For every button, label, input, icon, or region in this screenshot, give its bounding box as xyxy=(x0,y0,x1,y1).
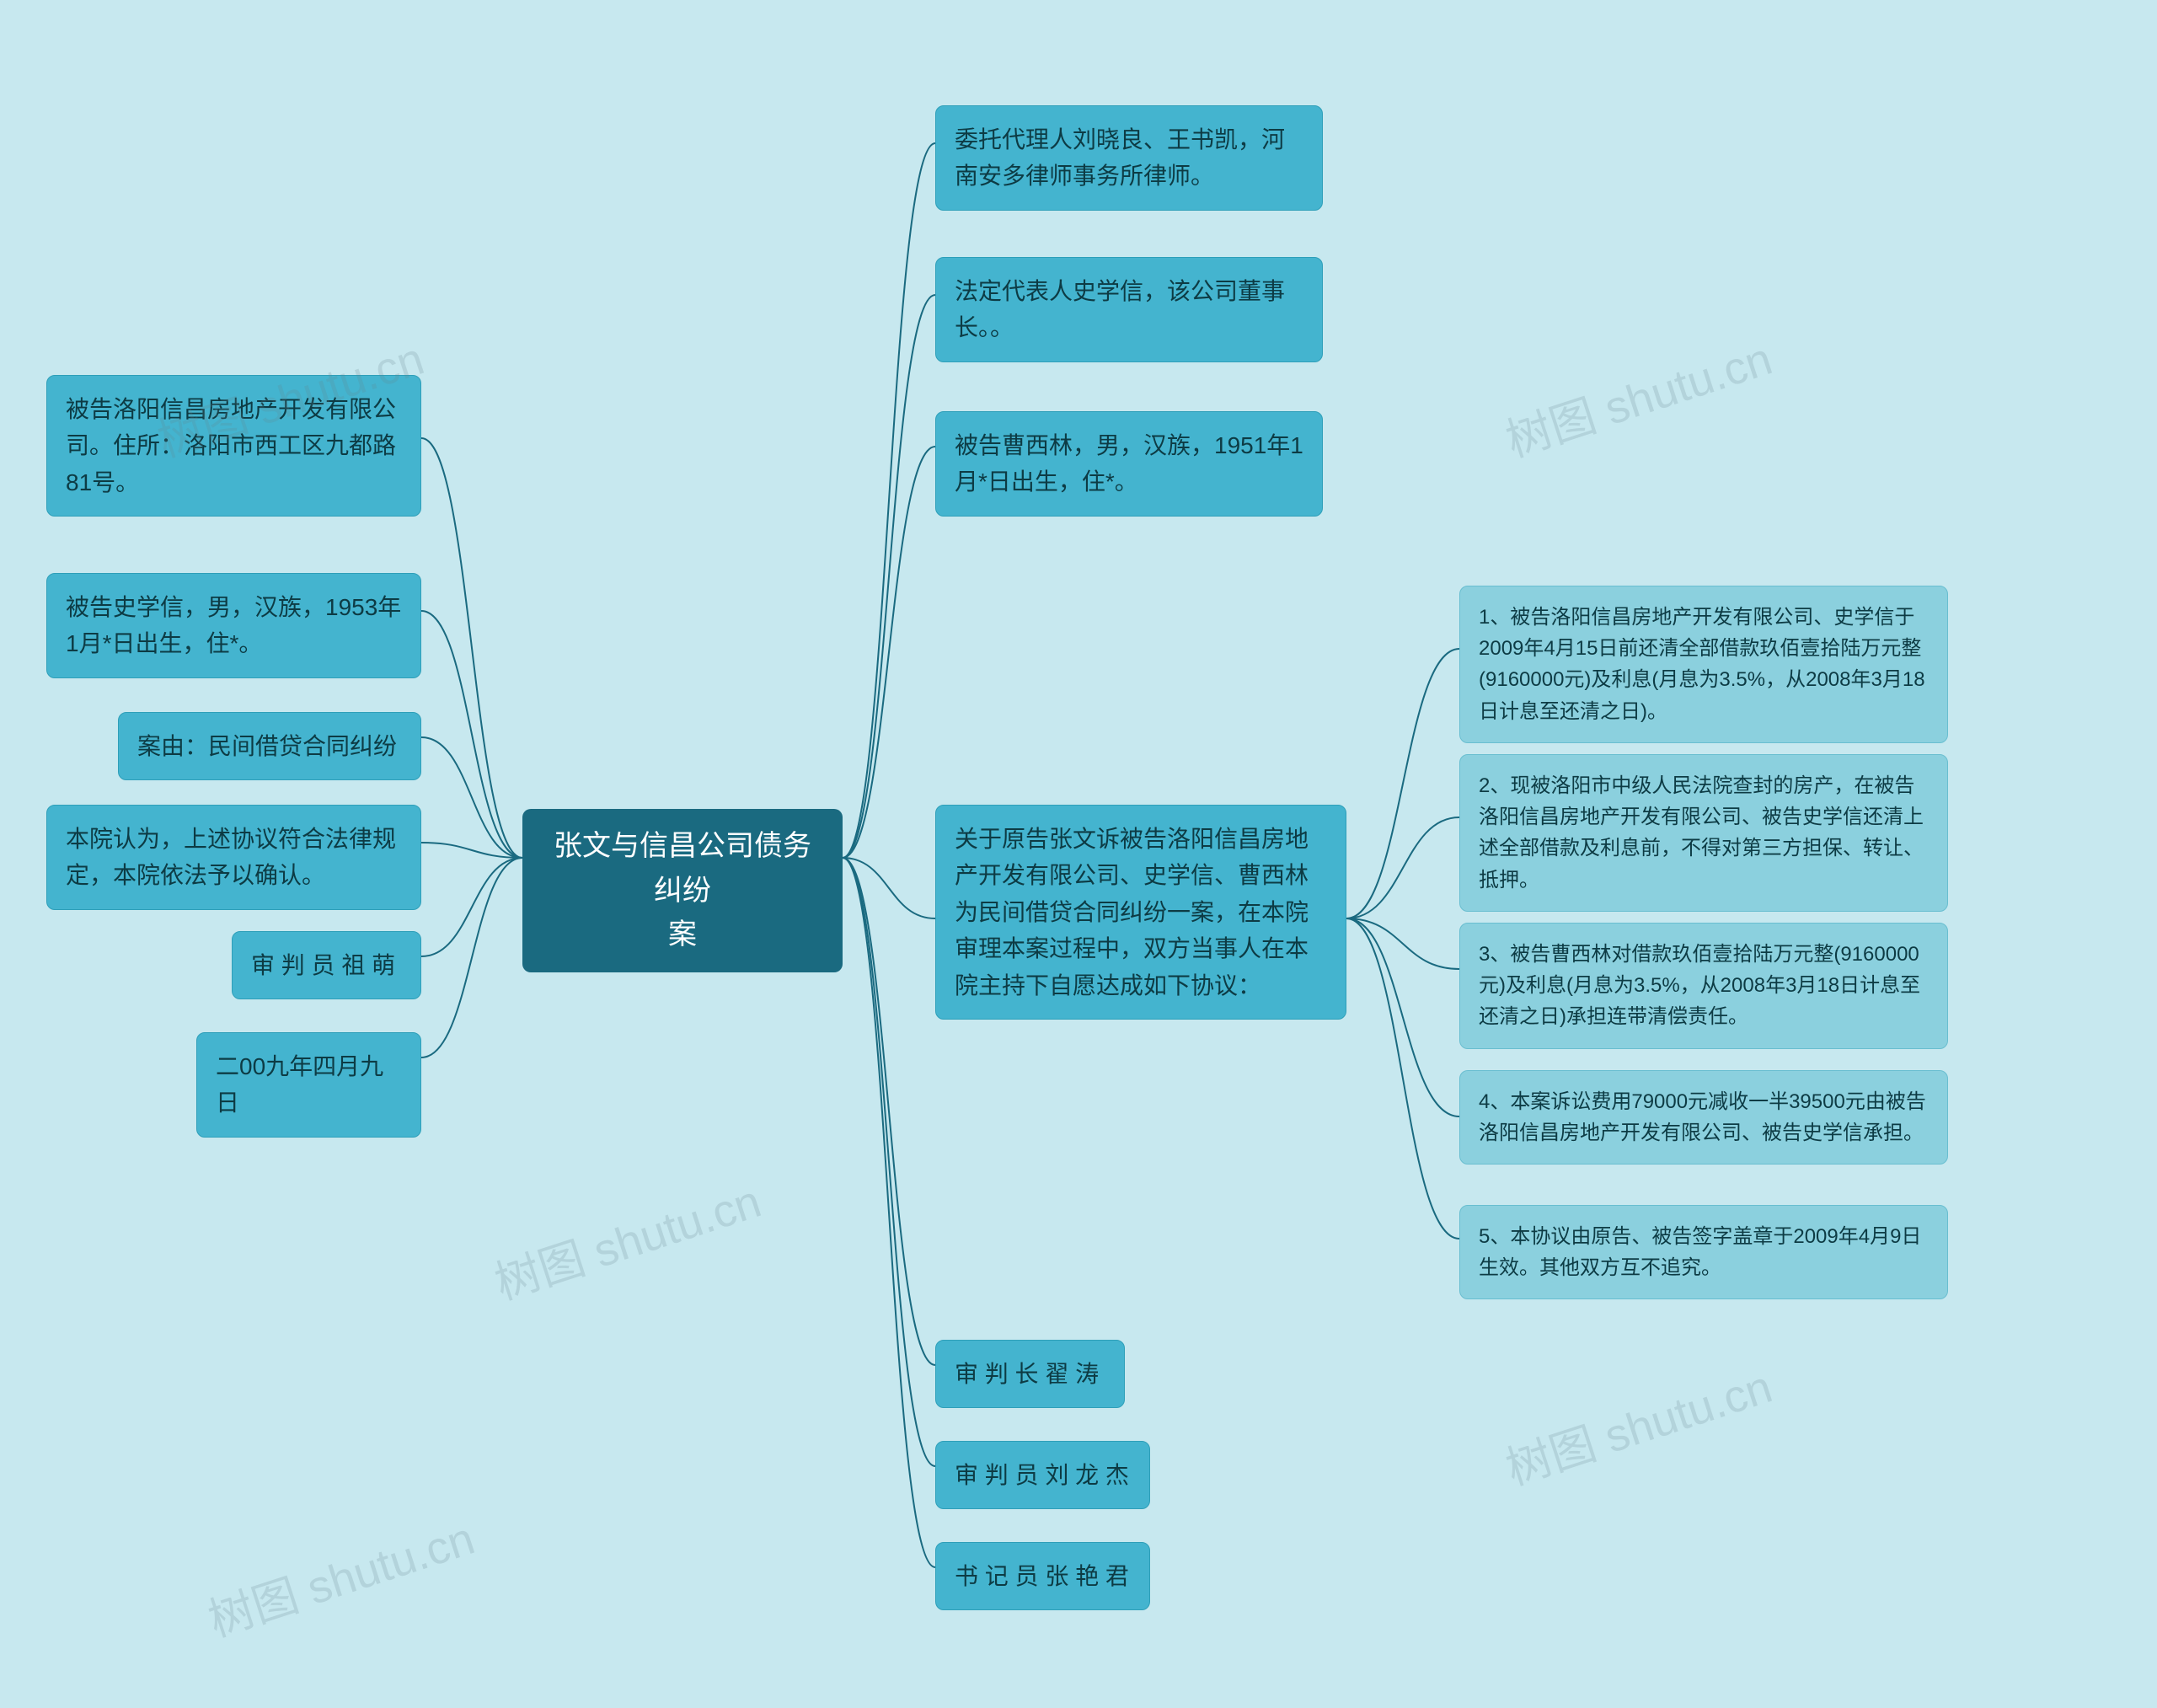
left-node-court-opinion[interactable]: 本院认为，上述协议符合法律规定，本院依法予以确认。 xyxy=(46,805,421,910)
node-text: 审 判 员 刘 龙 杰 xyxy=(955,1462,1129,1488)
agreement-item-5[interactable]: 5、本协议由原告、被告签字盖章于2009年4月9日生效。其他双方互不追究。 xyxy=(1459,1205,1948,1299)
watermark: 树图 shutu.cn xyxy=(1496,321,1780,469)
node-text: 法定代表人史学信，该公司董事长。。 xyxy=(955,278,1285,340)
left-node-defendant-shi[interactable]: 被告史学信，男，汉族，1953年1月*日出生，住*。 xyxy=(46,573,421,678)
agreement-item-4[interactable]: 4、本案诉讼费用79000元减收一半39500元由被告洛阳信昌房地产开发有限公司… xyxy=(1459,1070,1948,1165)
node-text: 书 记 员 张 艳 君 xyxy=(955,1563,1129,1589)
center-title-line2: 案 xyxy=(541,913,824,957)
watermark: 树图 shutu.cn xyxy=(485,1164,768,1312)
node-text: 1、被告洛阳信昌房地产开发有限公司、史学信于2009年4月15日前还清全部借款玖… xyxy=(1479,606,1925,723)
node-text: 被告史学信，男，汉族，1953年1月*日出生，住*。 xyxy=(66,594,401,656)
node-text: 二00九年四月九日 xyxy=(216,1053,383,1116)
agreement-item-1[interactable]: 1、被告洛阳信昌房地产开发有限公司、史学信于2009年4月15日前还清全部借款玖… xyxy=(1459,586,1948,743)
right-node-clerk[interactable]: 书 记 员 张 艳 君 xyxy=(935,1542,1150,1610)
right-node-judge-liu[interactable]: 审 判 员 刘 龙 杰 xyxy=(935,1441,1150,1509)
node-text: 被告洛阳信昌房地产开发有限公司。住所：洛阳市西工区九都路81号。 xyxy=(66,396,396,495)
node-text: 3、被告曹西林对借款玖佰壹拾陆万元整(9160000元)及利息(月息为3.5%，… xyxy=(1479,943,1920,1028)
node-text: 审 判 员 祖 萌 xyxy=(251,952,395,978)
watermark: 树图 shutu.cn xyxy=(1496,1349,1780,1497)
right-node-agents[interactable]: 委托代理人刘晓良、王书凯，河南安多律师事务所律师。 xyxy=(935,105,1323,211)
left-node-date[interactable]: 二00九年四月九日 xyxy=(196,1032,421,1138)
node-text: 审 判 长 翟 涛 xyxy=(955,1361,1099,1387)
node-text: 5、本协议由原告、被告签字盖章于2009年4月9日生效。其他双方互不追究。 xyxy=(1479,1225,1921,1279)
left-node-defendant-company[interactable]: 被告洛阳信昌房地产开发有限公司。住所：洛阳市西工区九都路81号。 xyxy=(46,375,421,517)
node-text: 4、本案诉讼费用79000元减收一半39500元由被告洛阳信昌房地产开发有限公司… xyxy=(1479,1090,1926,1144)
right-node-defendant-cao[interactable]: 被告曹西林，男，汉族，1951年1月*日出生，住*。 xyxy=(935,411,1323,517)
left-node-case-type[interactable]: 案由：民间借贷合同纠纷 xyxy=(118,712,421,780)
right-node-legal-rep[interactable]: 法定代表人史学信，该公司董事长。。 xyxy=(935,257,1323,362)
node-text: 本院认为，上述协议符合法律规定，本院依法予以确认。 xyxy=(66,826,396,888)
agreement-item-3[interactable]: 3、被告曹西林对借款玖佰壹拾陆万元整(9160000元)及利息(月息为3.5%，… xyxy=(1459,923,1948,1049)
right-node-agreement-intro[interactable]: 关于原告张文诉被告洛阳信昌房地产开发有限公司、史学信、曹西林为民间借贷合同纠纷一… xyxy=(935,805,1346,1020)
center-node[interactable]: 张文与信昌公司债务纠纷 案 xyxy=(522,809,843,972)
node-text: 2、现被洛阳市中级人民法院查封的房产，在被告洛阳信昌房地产开发有限公司、被告史学… xyxy=(1479,774,1924,891)
agreement-item-2[interactable]: 2、现被洛阳市中级人民法院查封的房产，在被告洛阳信昌房地产开发有限公司、被告史学… xyxy=(1459,754,1948,912)
right-node-chief-judge[interactable]: 审 判 长 翟 涛 xyxy=(935,1340,1125,1408)
node-text: 关于原告张文诉被告洛阳信昌房地产开发有限公司、史学信、曹西林为民间借贷合同纠纷一… xyxy=(955,826,1309,999)
watermark: 树图 shutu.cn xyxy=(199,1501,482,1649)
node-text: 被告曹西林，男，汉族，1951年1月*日出生，住*。 xyxy=(955,432,1303,495)
node-text: 委托代理人刘晓良、王书凯，河南安多律师事务所律师。 xyxy=(955,126,1285,189)
center-title-line1: 张文与信昌公司债务纠纷 xyxy=(541,824,824,913)
node-text: 案由：民间借贷合同纠纷 xyxy=(137,733,397,759)
left-node-judge-zu[interactable]: 审 判 员 祖 萌 xyxy=(232,931,421,999)
